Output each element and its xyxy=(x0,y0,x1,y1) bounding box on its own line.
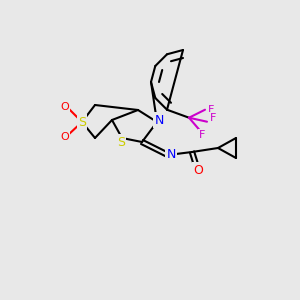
Text: F: F xyxy=(210,113,216,123)
Text: O: O xyxy=(61,132,69,142)
Text: F: F xyxy=(208,105,214,115)
Text: O: O xyxy=(193,164,203,176)
Text: O: O xyxy=(61,102,69,112)
Text: N: N xyxy=(154,113,164,127)
Text: S: S xyxy=(78,116,86,128)
Text: F: F xyxy=(199,130,205,140)
Text: S: S xyxy=(117,136,125,148)
Text: N: N xyxy=(166,148,176,160)
